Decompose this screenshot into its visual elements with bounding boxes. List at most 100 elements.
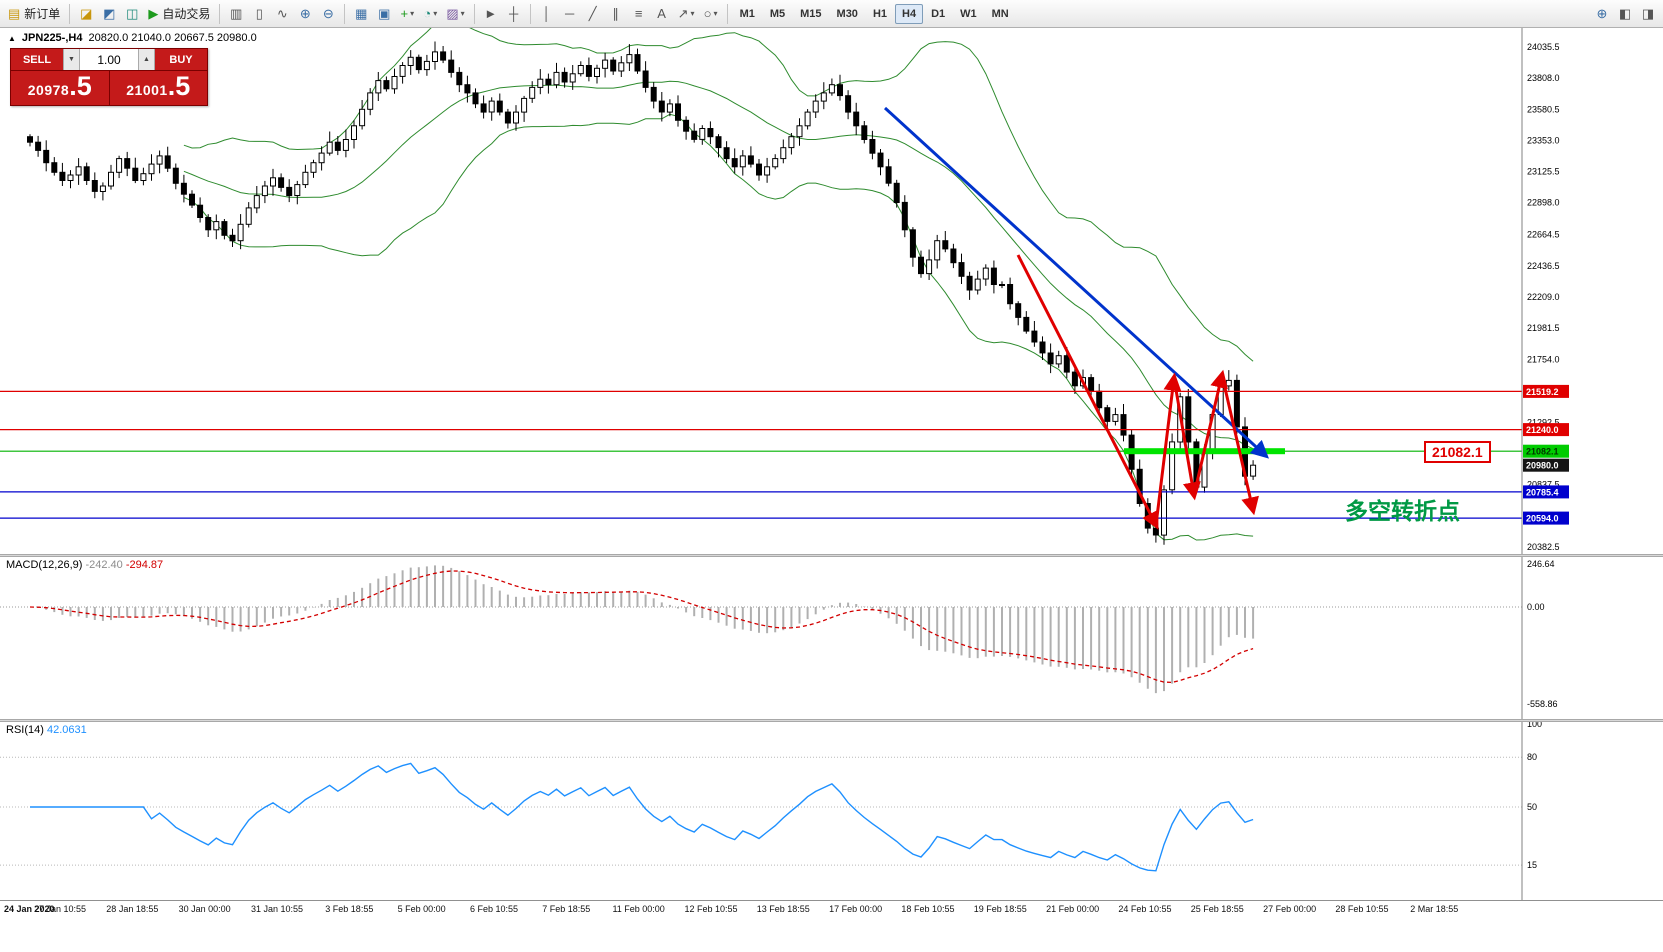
cursor-tool-button[interactable]: ► xyxy=(480,3,502,25)
horizontal-line-icon: ─ xyxy=(565,6,575,21)
lot-increase-button[interactable]: ▲ xyxy=(138,49,155,70)
rsi-panel: 100 80 50 15 RSI(14) 42.0631 xyxy=(0,719,1663,900)
fibonacci-tool-button[interactable]: ≡ xyxy=(628,3,650,25)
chart-ohlc-values: 20820.0 21040.0 20667.5 20980.0 xyxy=(88,32,257,44)
tf-h4-button[interactable]: H4 xyxy=(895,3,924,24)
chevron-down-icon: ▾ xyxy=(460,9,465,18)
new-chart-button[interactable]: + ▾ xyxy=(396,3,418,25)
new-order-label: 新订单 xyxy=(24,7,61,21)
time-label: 17 Feb 00:00 xyxy=(829,904,883,914)
text-tool-button[interactable]: A xyxy=(651,3,673,25)
tf-d1-button[interactable]: D1 xyxy=(924,4,952,24)
svg-text:23580.5: 23580.5 xyxy=(1527,104,1560,114)
sell-price-button[interactable]: 20978.5 xyxy=(11,71,110,105)
buy-price-main: 21001 xyxy=(126,82,168,98)
collapse-icon[interactable]: ▲ xyxy=(8,33,16,43)
svg-text:20785.4: 20785.4 xyxy=(1526,487,1559,497)
vertical-line-tool-button[interactable]: │ xyxy=(536,3,558,25)
svg-text:23808.0: 23808.0 xyxy=(1527,73,1560,83)
bar-chart-icon: ▥ xyxy=(230,6,243,21)
new-order-button[interactable]: ▤ 新订单 xyxy=(4,3,64,25)
shapes-tool-button[interactable]: ○ ▾ xyxy=(700,3,722,25)
template-button[interactable]: ▨ ▾ xyxy=(442,3,468,25)
time-label: 6 Feb 10:55 xyxy=(469,904,518,914)
panel-bottom-toggle-button[interactable]: ◨ xyxy=(1637,3,1659,25)
macd-chart[interactable]: 246.64 0.00 -558.86 xyxy=(0,557,1663,719)
navigator-button[interactable]: ◩ xyxy=(98,3,120,25)
crosshair-icon: ┼ xyxy=(509,6,519,21)
time-label: 7 Feb 18:55 xyxy=(542,904,591,914)
search-button[interactable]: ⊕ xyxy=(1591,3,1613,25)
terminal-icon: ◫ xyxy=(126,6,139,21)
tf-m5-button[interactable]: M5 xyxy=(763,4,792,24)
svg-text:21240.0: 21240.0 xyxy=(1526,425,1559,435)
panel-bottom-icon: ◨ xyxy=(1641,6,1655,21)
zoom-out-button[interactable]: ⊖ xyxy=(317,3,339,25)
panel-splitter[interactable] xyxy=(0,719,1663,722)
line-chart-button[interactable]: ∿ xyxy=(271,3,293,25)
channel-icon: ∥ xyxy=(612,6,619,21)
toolbar-separator xyxy=(473,3,475,24)
navigator-icon: ◩ xyxy=(103,6,116,21)
period-button[interactable]: ◔ ▾ xyxy=(419,3,441,25)
channel-tool-button[interactable]: ∥ xyxy=(605,3,627,25)
terminal-button[interactable]: ◫ xyxy=(121,3,143,25)
arrow-tool-icon: ↗ xyxy=(677,6,689,21)
svg-text:23353.0: 23353.0 xyxy=(1527,135,1560,145)
lot-size-input[interactable] xyxy=(80,51,138,68)
svg-text:20594.0: 20594.0 xyxy=(1526,514,1559,524)
candlestick-chart-button[interactable]: ▯ xyxy=(248,3,270,25)
lot-decrease-button[interactable]: ▼ xyxy=(63,49,80,70)
sell-button[interactable]: SELL xyxy=(11,49,63,70)
zoom-in-button[interactable]: ⊕ xyxy=(294,3,316,25)
svg-text:21981.5: 21981.5 xyxy=(1527,323,1560,333)
autotrading-button[interactable]: ▶ 自动交易 xyxy=(144,3,214,25)
chevron-down-icon: ▾ xyxy=(410,9,415,18)
price-chart[interactable]: 24035.5 23808.0 23580.5 23353.0 23125.5 22898… xyxy=(0,28,1663,554)
market-watch-icon: ◪ xyxy=(80,6,93,21)
time-label: 18 Feb 10:55 xyxy=(901,904,955,914)
tf-w1-button[interactable]: W1 xyxy=(953,4,984,24)
crosshair-tool-button[interactable]: ┼ xyxy=(503,3,525,25)
rsi-value: 42.0631 xyxy=(46,724,87,736)
bar-chart-button[interactable]: ▥ xyxy=(225,3,247,25)
tf-m1-button[interactable]: M1 xyxy=(733,4,762,24)
panel-splitter[interactable] xyxy=(0,554,1663,557)
chevron-down-icon: ▾ xyxy=(690,9,695,18)
horizontal-line-tool-button[interactable]: ─ xyxy=(559,3,581,25)
time-label: 27 Feb 00:00 xyxy=(1263,904,1317,914)
chart-symbol-label: JPN225-,H4 xyxy=(21,32,83,44)
tile-windows-button[interactable]: ▦ xyxy=(350,3,372,25)
trendline-icon: ╱ xyxy=(588,6,597,21)
time-label: 3 Feb 18:55 xyxy=(325,904,374,914)
buy-price-button[interactable]: 21001.5 xyxy=(109,71,207,105)
tf-mn-button[interactable]: MN xyxy=(985,4,1016,24)
svg-text:22898.0: 22898.0 xyxy=(1527,198,1560,208)
svg-text:50: 50 xyxy=(1527,802,1537,812)
tile-windows-icon: ▦ xyxy=(355,6,368,21)
line-chart-icon: ∿ xyxy=(276,6,288,21)
period-icon: ◔ xyxy=(423,6,432,21)
arrow-tool-button[interactable]: ↗ ▾ xyxy=(674,3,699,25)
trendline-tool-button[interactable]: ╱ xyxy=(582,3,604,25)
macd-label: MACD(12,26,9) -242.40 -294.87 xyxy=(6,559,163,571)
panel-left-toggle-button[interactable]: ◧ xyxy=(1614,3,1636,25)
toolbar-separator xyxy=(344,3,346,24)
svg-text:246.64: 246.64 xyxy=(1527,559,1555,569)
time-label: 25 Feb 18:55 xyxy=(1190,904,1244,914)
sell-price-fraction: .5 xyxy=(69,71,92,101)
tf-m30-button[interactable]: M30 xyxy=(830,4,865,24)
chart-window: 24035.5 23808.0 23580.5 23353.0 23125.5 22898… xyxy=(0,28,1663,554)
buy-price-fraction: .5 xyxy=(167,71,191,101)
rsi-chart[interactable]: 100 80 50 15 xyxy=(0,719,1663,900)
vertical-line-icon: │ xyxy=(542,6,551,21)
buy-button[interactable]: BUY xyxy=(155,49,207,70)
rsi-label: RSI(14) 42.0631 xyxy=(6,724,87,736)
time-axis[interactable]: 24 Jan 2020 27 Jan 10:55 28 Jan 18:55 30 Ja… xyxy=(0,900,1663,919)
cascade-windows-button[interactable]: ▣ xyxy=(373,3,395,25)
market-watch-button[interactable]: ◪ xyxy=(75,3,97,25)
tf-m15-button[interactable]: M15 xyxy=(793,4,828,24)
text-tool-icon: A xyxy=(657,6,666,21)
tf-h1-button[interactable]: H1 xyxy=(866,4,894,24)
